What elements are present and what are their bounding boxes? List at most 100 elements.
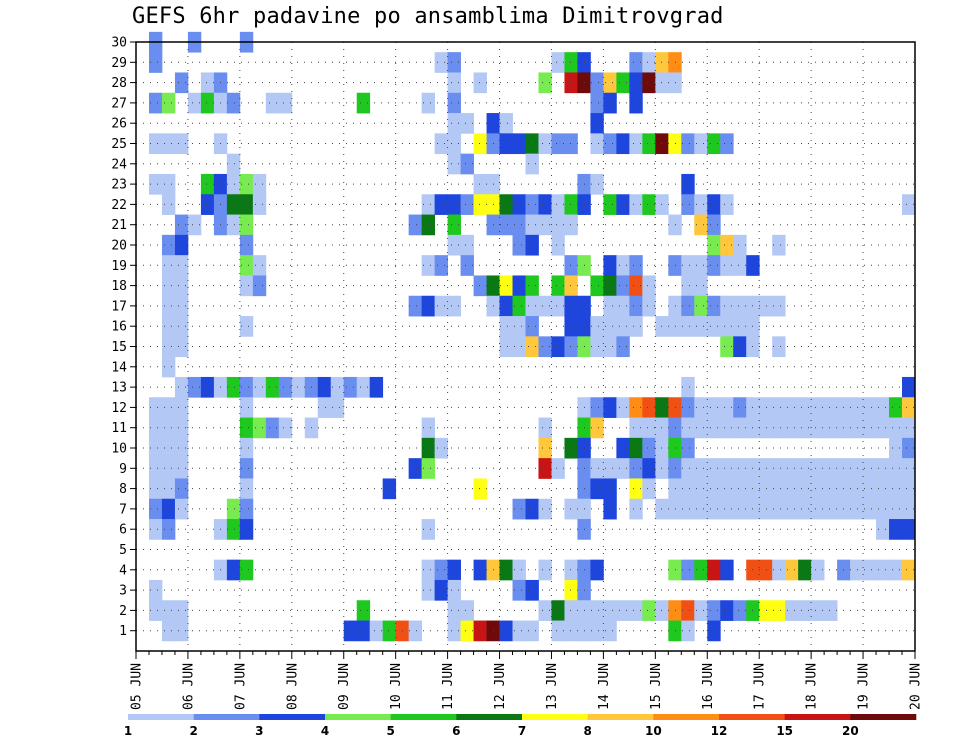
heatmap-cell xyxy=(681,620,695,642)
heatmap-cell xyxy=(408,214,423,236)
colorbar-swatch xyxy=(259,714,326,720)
heatmap-cell xyxy=(499,295,513,317)
heatmap-cell xyxy=(889,397,903,418)
heatmap-cell xyxy=(551,275,565,297)
heatmap-cell xyxy=(876,478,890,500)
heatmap-cell xyxy=(720,133,734,155)
heatmap-cell xyxy=(785,559,799,581)
heatmap-cell xyxy=(551,458,565,479)
heatmap-cell xyxy=(525,620,539,642)
heatmap-cell xyxy=(655,194,669,215)
heatmap-cell xyxy=(733,234,747,256)
heatmap-cell xyxy=(317,397,332,418)
heatmap-cell xyxy=(616,437,630,459)
x-tick-label: 18 JUN xyxy=(805,663,820,710)
heatmap-cell xyxy=(447,52,461,73)
colorbar-label: 7 xyxy=(518,724,526,738)
heatmap-cell xyxy=(720,478,734,500)
heatmap-cell xyxy=(161,620,176,642)
heatmap-cell xyxy=(798,417,812,439)
heatmap-cell xyxy=(707,295,721,317)
heatmap-cell xyxy=(174,316,189,337)
heatmap-cell xyxy=(551,133,565,155)
heatmap-cell xyxy=(421,295,436,317)
heatmap-cell xyxy=(564,255,578,276)
heatmap-cell xyxy=(889,498,903,520)
heatmap-cell xyxy=(811,600,825,621)
heatmap-cell xyxy=(681,437,695,459)
heatmap-cell xyxy=(811,478,825,500)
heatmap-cell xyxy=(447,600,461,621)
y-tick-label: 12 xyxy=(111,401,127,416)
heatmap-cell xyxy=(421,458,436,479)
heatmap-cell xyxy=(889,478,903,500)
heatmap-cell xyxy=(590,397,604,418)
heatmap-cell xyxy=(252,376,267,398)
heatmap-cell xyxy=(174,255,189,276)
heatmap-cell xyxy=(629,437,643,459)
heatmap-cell xyxy=(512,194,526,215)
heatmap-cell xyxy=(590,275,604,297)
heatmap-cell xyxy=(824,478,838,500)
heatmap-cell xyxy=(447,214,461,236)
heatmap-cell xyxy=(655,600,669,621)
heatmap-cell xyxy=(772,417,786,439)
heatmap-cell xyxy=(681,478,695,500)
heatmap-cell xyxy=(187,92,202,114)
heatmap-cell xyxy=(590,417,604,439)
heatmap-cell xyxy=(564,72,578,94)
heatmap-cell xyxy=(902,194,916,215)
heatmap-cell xyxy=(239,437,254,459)
heatmap-cell xyxy=(850,559,864,581)
heatmap-cell xyxy=(759,559,773,581)
heatmap-cell xyxy=(811,397,825,418)
heatmap-cell xyxy=(460,620,474,642)
heatmap-cell xyxy=(161,600,176,621)
heatmap-cell xyxy=(525,133,539,155)
heatmap-cell xyxy=(707,133,721,155)
colorbar-label: 8 xyxy=(583,724,591,738)
heatmap-cell xyxy=(798,498,812,520)
heatmap-cell xyxy=(447,559,461,581)
x-tick-label: 12 JUN xyxy=(493,663,508,710)
heatmap-cell xyxy=(824,600,838,621)
heatmap-cell xyxy=(525,336,539,358)
heatmap-cell xyxy=(512,275,526,297)
heatmap-cell xyxy=(148,498,163,520)
heatmap-cell xyxy=(642,194,656,215)
heatmap-cell xyxy=(707,559,721,581)
heatmap-cell xyxy=(369,620,384,642)
heatmap-cell xyxy=(694,133,708,155)
heatmap-cell xyxy=(161,356,176,378)
heatmap-cell xyxy=(785,417,799,439)
heatmap-cell xyxy=(538,458,552,479)
heatmap-cell xyxy=(525,579,539,601)
heatmap-cell xyxy=(161,194,176,215)
heatmap-cell xyxy=(590,113,604,134)
colorbar-swatch xyxy=(784,714,851,720)
heatmap-cell xyxy=(720,255,734,276)
heatmap-cell xyxy=(876,458,890,479)
heatmap-cell xyxy=(655,397,669,418)
heatmap-cell xyxy=(447,234,461,256)
heatmap-cell xyxy=(447,579,461,601)
heatmap-cell xyxy=(642,478,656,500)
heatmap-cell xyxy=(603,397,617,418)
heatmap-cell xyxy=(239,458,254,479)
heatmap-cell xyxy=(252,417,267,439)
heatmap-cell xyxy=(512,295,526,317)
heatmap-cell xyxy=(226,173,241,195)
heatmap-cell xyxy=(148,478,163,500)
heatmap-cell xyxy=(785,498,799,520)
heatmap-cell xyxy=(603,316,617,337)
x-tick-label: 13 JUN xyxy=(545,663,560,710)
heatmap-cell xyxy=(616,194,630,215)
heatmap-cell xyxy=(226,214,241,236)
y-tick-label: 30 xyxy=(111,36,127,51)
heatmap-cell xyxy=(564,336,578,358)
heatmap-cell xyxy=(707,620,721,642)
heatmap-cell xyxy=(889,519,903,540)
heatmap-cell xyxy=(629,458,643,479)
heatmap-cell xyxy=(733,417,747,439)
heatmap-cell xyxy=(460,113,474,134)
